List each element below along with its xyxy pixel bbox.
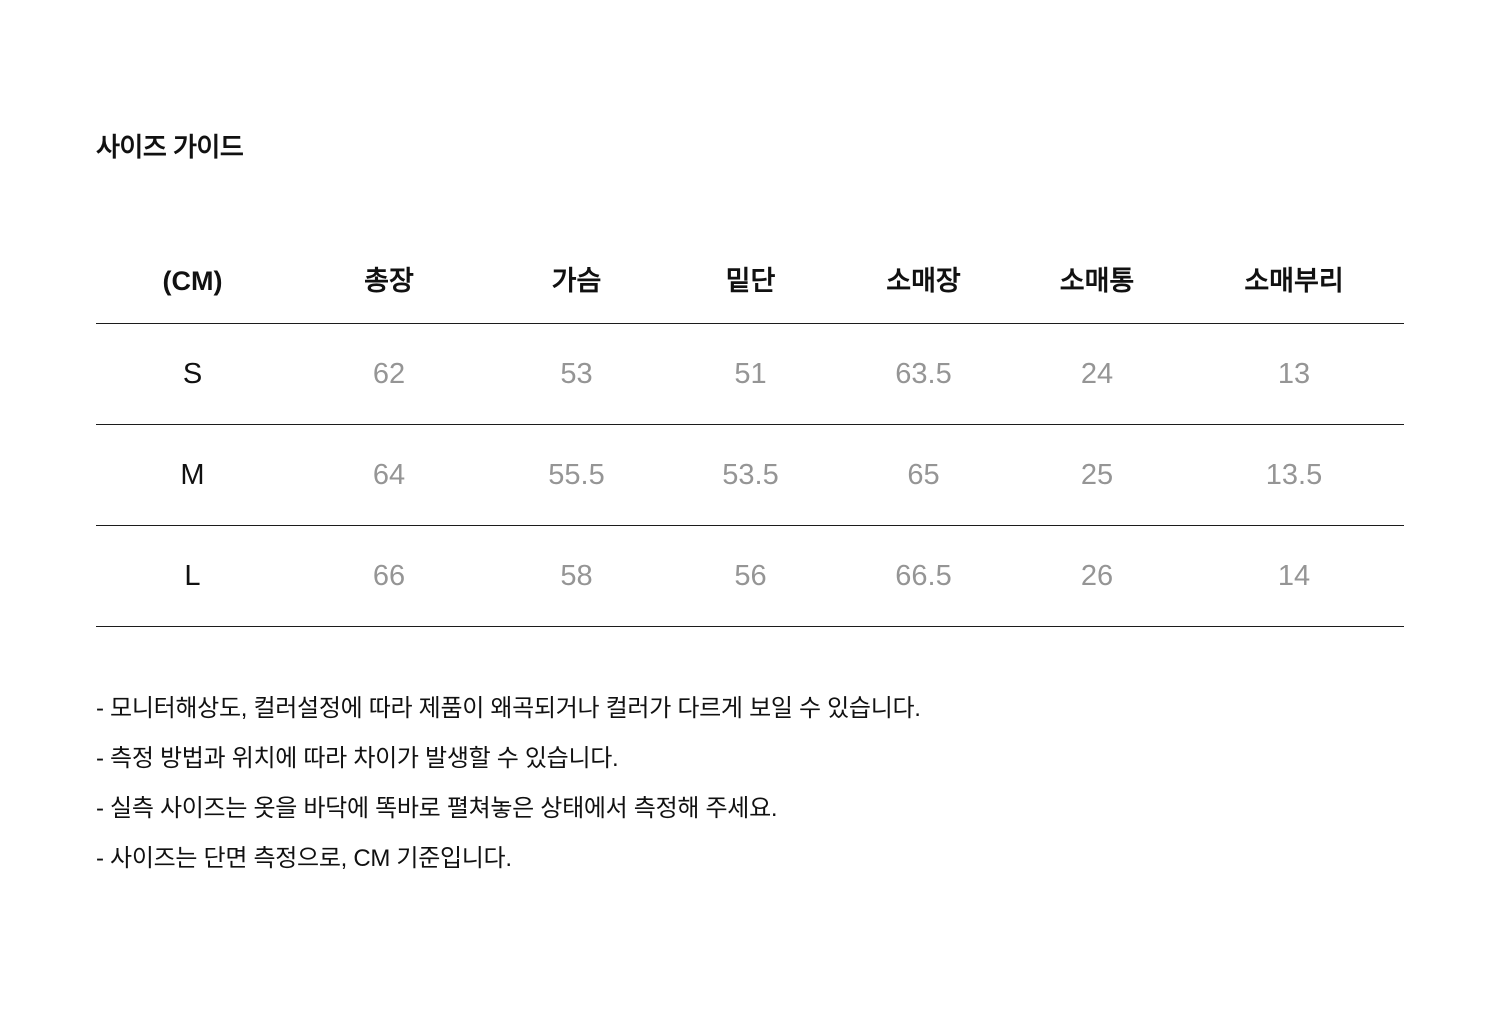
page-title: 사이즈 가이드 (96, 132, 244, 162)
table-cell: 53 (489, 323, 664, 425)
table-cell: 64 (289, 424, 489, 526)
column-header-total-length: 총장 (289, 247, 489, 324)
table-cell: 66.5 (837, 525, 1010, 627)
column-header-unit: (CM) (96, 247, 289, 324)
table-cell: 55.5 (489, 424, 664, 526)
size-guide-section: 사이즈 가이드 (CM) 총장 가슴 밑단 소매장 소매통 소매부리 S (96, 132, 1404, 884)
column-header-sleeve-cuff: 소매부리 (1184, 247, 1404, 324)
table-cell: 26 (1010, 525, 1184, 627)
column-header-chest: 가슴 (489, 247, 664, 324)
table-row-size-s: S 62 53 51 63.5 24 13 (96, 323, 1404, 425)
table-cell: 53.5 (664, 424, 837, 526)
size-table: (CM) 총장 가슴 밑단 소매장 소매통 소매부리 S 62 53 51 63… (96, 247, 1404, 627)
note-measurement-variance: - 측정 방법과 위치에 따라 차이가 발생할 수 있습니다. (96, 745, 619, 772)
table-cell: 62 (289, 323, 489, 425)
table-cell: 66 (289, 525, 489, 627)
notes-list: - 모니터해상도, 컬러설정에 따라 제품이 왜곡되거나 컬러가 다르게 보일 … (96, 684, 1404, 884)
table-cell: 65 (837, 424, 1010, 526)
note-flat-measurement: - 실측 사이즈는 옷을 바닥에 똑바로 펼쳐놓은 상태에서 측정해 주세요. (96, 795, 778, 822)
column-header-hem: 밑단 (664, 247, 837, 324)
note-cm-basis: - 사이즈는 단면 측정으로, CM 기준입니다. (96, 845, 512, 872)
table-cell: 13 (1184, 323, 1404, 425)
table-row-size-l: L 66 58 56 66.5 26 14 (96, 525, 1404, 627)
size-table-header-row: (CM) 총장 가슴 밑단 소매장 소매통 소매부리 (96, 247, 1404, 324)
table-cell: 13.5 (1184, 424, 1404, 526)
table-cell: 63.5 (837, 323, 1010, 425)
note-monitor-resolution: - 모니터해상도, 컬러설정에 따라 제품이 왜곡되거나 컬러가 다르게 보일 … (96, 695, 921, 722)
table-cell: 58 (489, 525, 664, 627)
size-label: S (96, 323, 289, 425)
table-cell: 25 (1010, 424, 1184, 526)
table-cell: 56 (664, 525, 837, 627)
column-header-sleeve-length: 소매장 (837, 247, 1010, 324)
table-row-size-m: M 64 55.5 53.5 65 25 13.5 (96, 424, 1404, 526)
table-cell: 24 (1010, 323, 1184, 425)
size-label: L (96, 525, 289, 627)
size-label: M (96, 424, 289, 526)
table-cell: 14 (1184, 525, 1404, 627)
table-cell: 51 (664, 323, 837, 425)
column-header-sleeve-width: 소매통 (1010, 247, 1184, 324)
